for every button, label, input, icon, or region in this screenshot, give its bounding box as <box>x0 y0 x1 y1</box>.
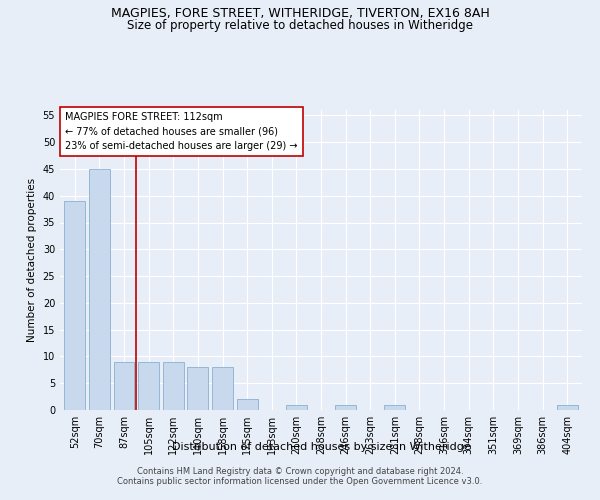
Bar <box>187 367 208 410</box>
Bar <box>212 367 233 410</box>
Bar <box>64 201 85 410</box>
Text: MAGPIES FORE STREET: 112sqm
← 77% of detached houses are smaller (96)
23% of sem: MAGPIES FORE STREET: 112sqm ← 77% of det… <box>65 112 298 151</box>
Bar <box>113 362 134 410</box>
Bar <box>138 362 159 410</box>
Bar <box>385 404 406 410</box>
Bar <box>286 404 307 410</box>
Y-axis label: Number of detached properties: Number of detached properties <box>27 178 37 342</box>
Text: Distribution of detached houses by size in Witheridge: Distribution of detached houses by size … <box>172 442 470 452</box>
Text: Contains public sector information licensed under the Open Government Licence v3: Contains public sector information licen… <box>118 477 482 486</box>
Text: MAGPIES, FORE STREET, WITHERIDGE, TIVERTON, EX16 8AH: MAGPIES, FORE STREET, WITHERIDGE, TIVERT… <box>110 8 490 20</box>
Bar <box>163 362 184 410</box>
Bar <box>557 404 578 410</box>
Text: Contains HM Land Registry data © Crown copyright and database right 2024.: Contains HM Land Registry data © Crown c… <box>137 467 463 476</box>
Bar <box>89 169 110 410</box>
Bar <box>236 400 257 410</box>
Bar <box>335 404 356 410</box>
Text: Size of property relative to detached houses in Witheridge: Size of property relative to detached ho… <box>127 19 473 32</box>
